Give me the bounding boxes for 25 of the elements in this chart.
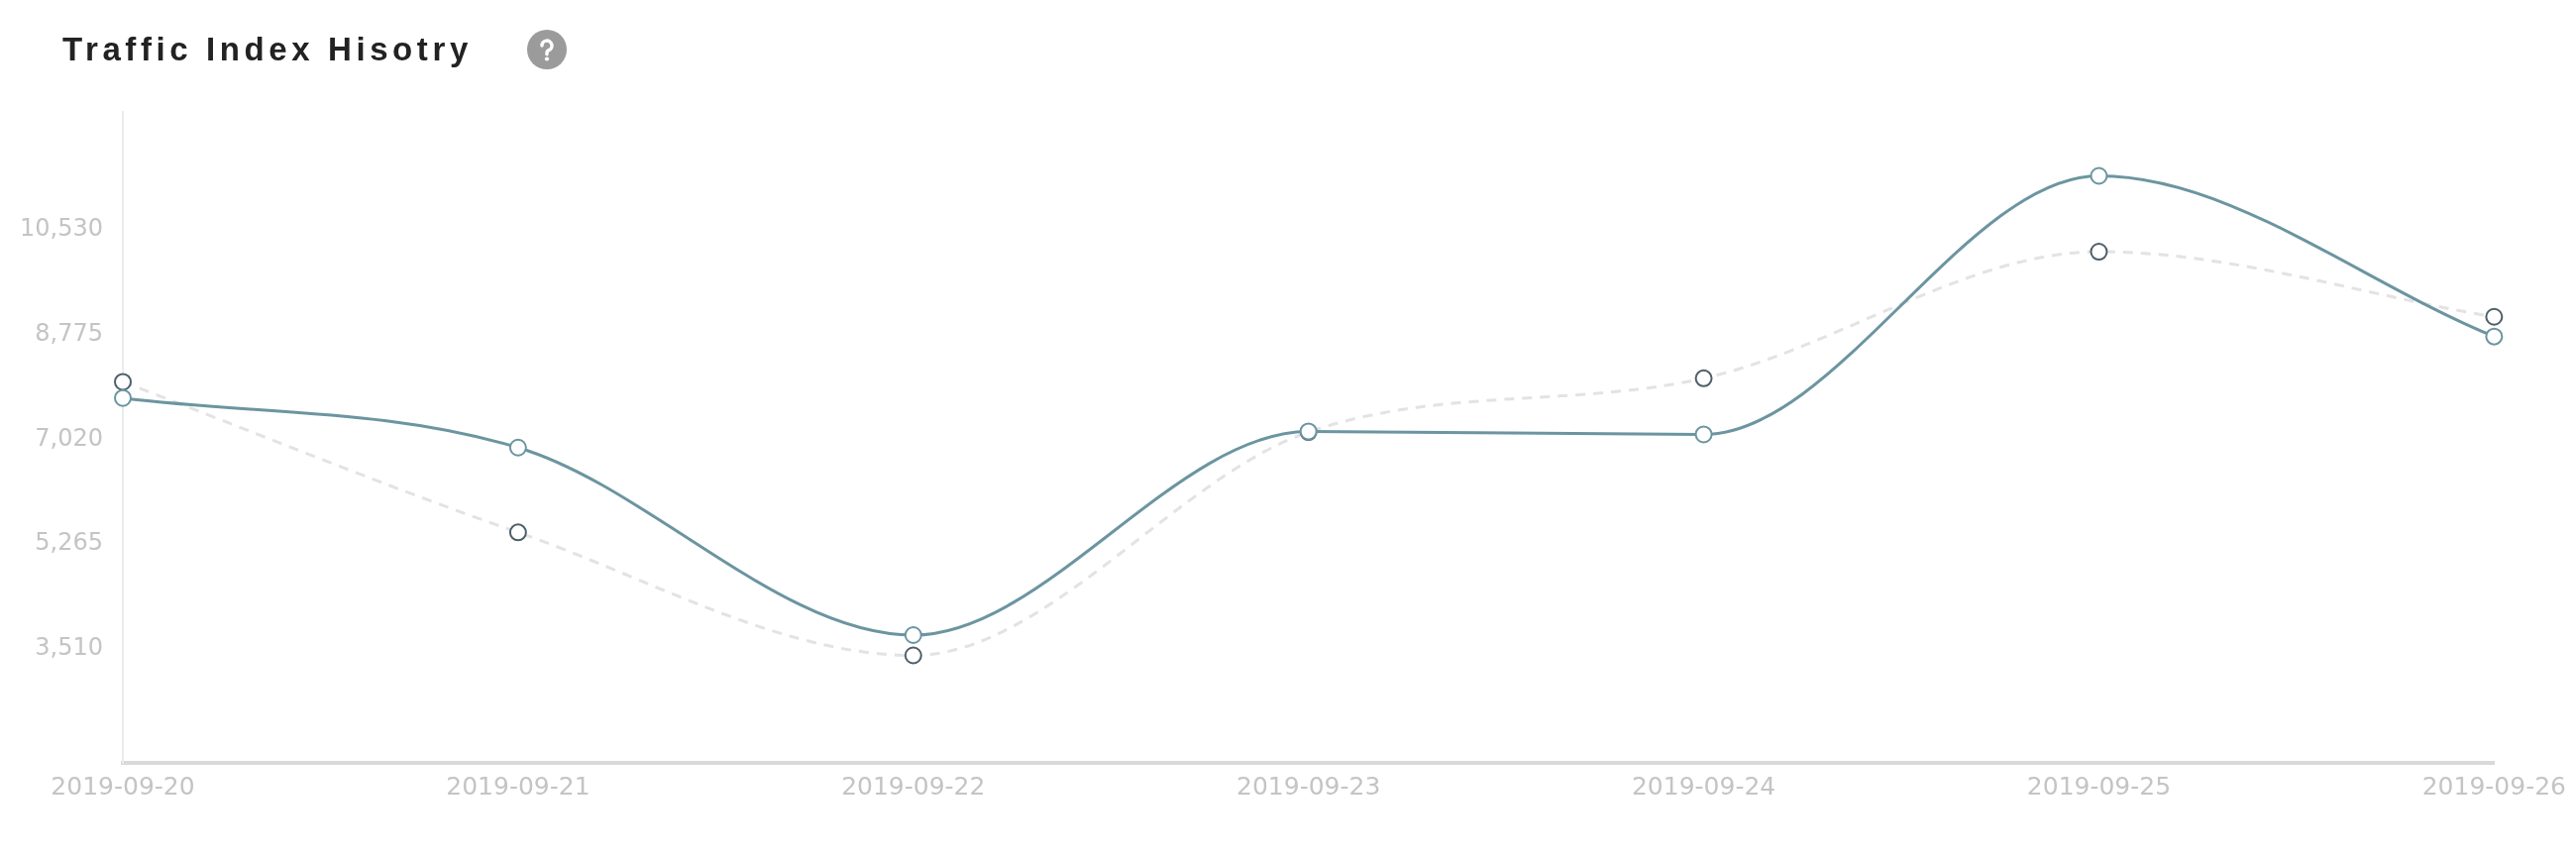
chart-title: Traffic Index Hisotry	[62, 30, 473, 69]
x-tick-label: 2019-09-21	[446, 771, 590, 801]
y-tick-label: 10,530	[20, 213, 103, 242]
x-tick-label: 2019-09-20	[51, 771, 195, 801]
y-tick-label: 8,775	[35, 318, 103, 347]
point	[508, 438, 527, 457]
point	[2485, 307, 2504, 326]
point	[1694, 369, 1713, 387]
point	[508, 523, 527, 542]
x-tick-label: 2019-09-26	[2421, 771, 2566, 801]
point	[2090, 166, 2108, 185]
point	[2485, 327, 2504, 346]
point	[1694, 425, 1713, 444]
x-tick-label: 2019-09-24	[1631, 771, 1776, 801]
x-tick-label: 2019-09-22	[841, 771, 986, 801]
y-tick-label: 5,265	[35, 528, 103, 557]
x-tick-label: 2019-09-23	[1236, 771, 1381, 801]
point	[904, 646, 922, 665]
y-tick-label: 7,020	[35, 423, 103, 452]
x-tick-label: 2019-09-25	[2026, 771, 2172, 801]
point	[114, 388, 132, 407]
point	[904, 626, 922, 645]
point	[114, 373, 132, 391]
point	[2090, 243, 2108, 262]
y-tick-label: 3,510	[35, 633, 103, 662]
